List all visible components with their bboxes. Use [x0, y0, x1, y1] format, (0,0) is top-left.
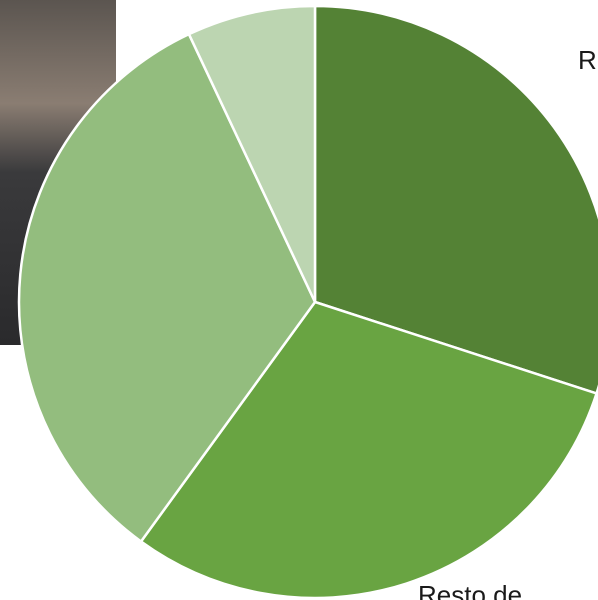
chart: R Resto de	[0, 0, 598, 600]
pie	[19, 6, 598, 598]
slice-label: R	[578, 45, 597, 75]
page: RResto de (() => { const data = JSON.par…	[0, 0, 598, 600]
slice-label: Resto de	[418, 580, 522, 600]
